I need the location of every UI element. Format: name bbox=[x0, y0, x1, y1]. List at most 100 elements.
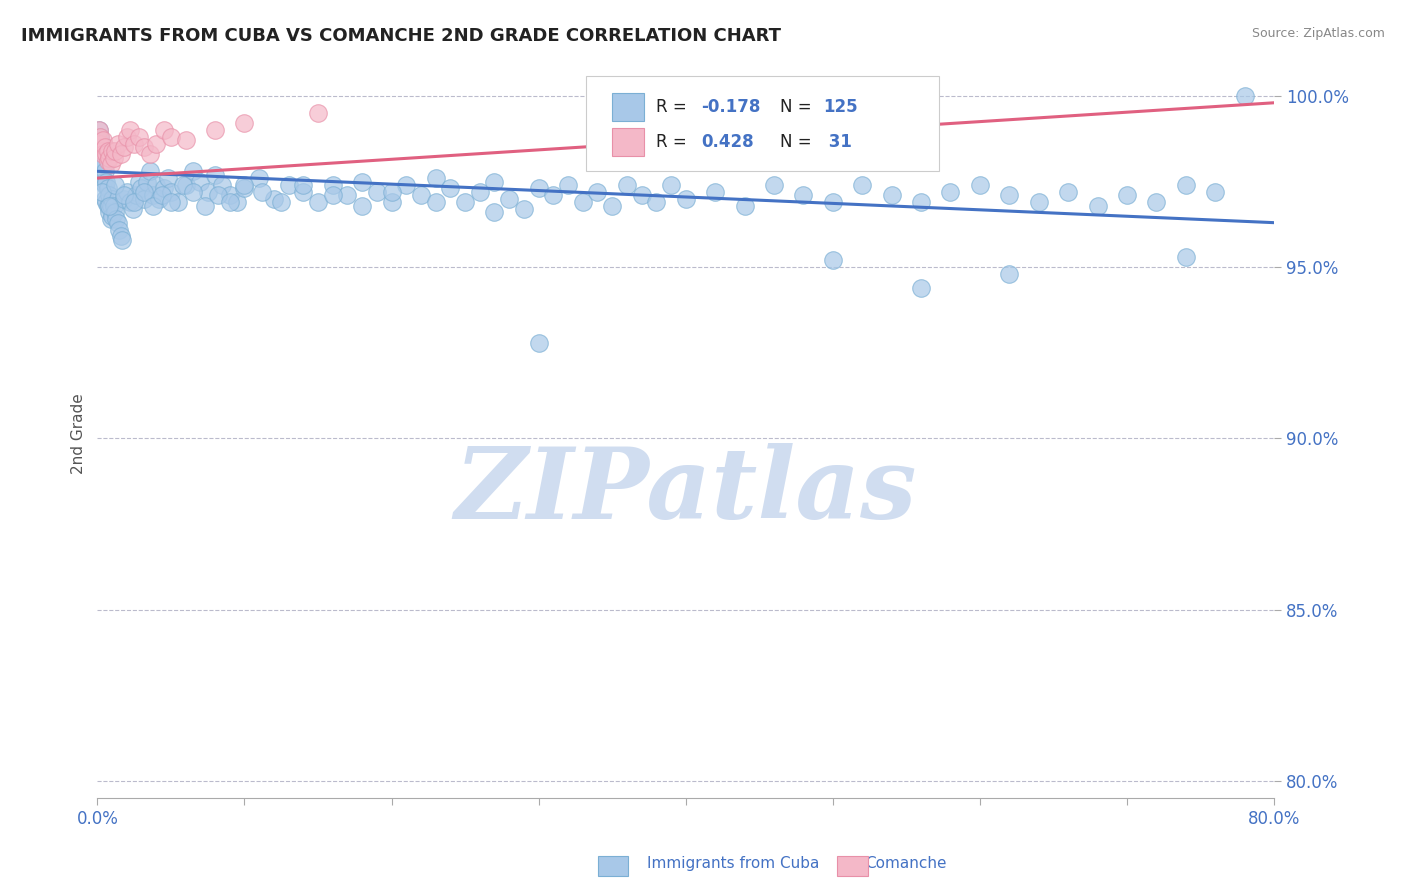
Point bbox=[454, 195, 477, 210]
Point bbox=[128, 175, 150, 189]
Point bbox=[380, 195, 402, 210]
Point bbox=[336, 188, 359, 202]
Point bbox=[101, 209, 124, 223]
Point bbox=[851, 178, 873, 192]
Point bbox=[880, 188, 903, 202]
Point bbox=[97, 181, 120, 195]
Point bbox=[139, 164, 162, 178]
Point bbox=[1116, 188, 1139, 202]
Point bbox=[998, 267, 1021, 281]
Point bbox=[557, 178, 579, 192]
FancyBboxPatch shape bbox=[612, 94, 644, 121]
Point bbox=[122, 136, 145, 151]
Point bbox=[103, 198, 125, 212]
Point bbox=[484, 205, 506, 219]
Point bbox=[160, 195, 183, 210]
Point bbox=[103, 151, 125, 165]
Point bbox=[1028, 195, 1050, 210]
Point bbox=[425, 171, 447, 186]
Point bbox=[89, 136, 111, 151]
Text: R =: R = bbox=[657, 98, 692, 116]
Point bbox=[134, 192, 156, 206]
Point bbox=[439, 181, 461, 195]
Y-axis label: 2nd Grade: 2nd Grade bbox=[72, 393, 86, 474]
Point bbox=[110, 147, 132, 161]
Point bbox=[91, 147, 114, 161]
Point bbox=[659, 178, 682, 192]
Point bbox=[380, 185, 402, 199]
Point bbox=[96, 147, 118, 161]
Text: Immigrants from Cuba: Immigrants from Cuba bbox=[647, 856, 820, 871]
Point bbox=[226, 195, 249, 210]
Point bbox=[89, 130, 111, 145]
Text: Comanche: Comanche bbox=[865, 856, 946, 871]
Text: 0.428: 0.428 bbox=[702, 133, 754, 152]
Point bbox=[160, 185, 183, 199]
Point bbox=[821, 195, 844, 210]
Point bbox=[93, 140, 115, 154]
Point bbox=[98, 198, 121, 212]
Point bbox=[910, 195, 932, 210]
Point bbox=[998, 188, 1021, 202]
Point bbox=[734, 198, 756, 212]
Point bbox=[292, 178, 315, 192]
Point bbox=[156, 171, 179, 186]
Point bbox=[87, 144, 110, 158]
Point bbox=[148, 192, 170, 206]
Point bbox=[128, 130, 150, 145]
Point bbox=[233, 116, 256, 130]
Point bbox=[1233, 89, 1256, 103]
Point bbox=[136, 175, 159, 189]
Point bbox=[821, 253, 844, 268]
Point bbox=[352, 198, 374, 212]
Point bbox=[97, 154, 120, 169]
Point bbox=[218, 188, 240, 202]
Point bbox=[513, 202, 536, 216]
Point bbox=[142, 188, 165, 202]
Point bbox=[527, 181, 550, 195]
Point bbox=[1204, 185, 1226, 199]
Point bbox=[292, 185, 315, 199]
Point bbox=[174, 178, 197, 192]
Point bbox=[93, 164, 115, 178]
Point bbox=[194, 198, 217, 212]
Point bbox=[160, 130, 183, 145]
Text: 125: 125 bbox=[824, 98, 858, 116]
Point bbox=[107, 136, 129, 151]
Point bbox=[112, 192, 135, 206]
Point bbox=[96, 175, 118, 189]
Point bbox=[630, 188, 652, 202]
Text: N =: N = bbox=[780, 98, 817, 116]
Text: -0.178: -0.178 bbox=[702, 98, 761, 116]
Point bbox=[207, 188, 229, 202]
Point bbox=[233, 181, 256, 195]
Point bbox=[152, 123, 174, 137]
Point bbox=[134, 140, 156, 154]
Point bbox=[1174, 178, 1197, 192]
Point bbox=[93, 178, 115, 192]
Text: N =: N = bbox=[780, 133, 817, 152]
Point bbox=[204, 123, 226, 137]
Point bbox=[250, 185, 273, 199]
Point bbox=[352, 175, 374, 189]
Point bbox=[425, 195, 447, 210]
Point bbox=[939, 185, 962, 199]
Point bbox=[1087, 198, 1109, 212]
Point bbox=[110, 229, 132, 244]
Point bbox=[792, 188, 814, 202]
Point bbox=[87, 123, 110, 137]
Point bbox=[107, 216, 129, 230]
Point bbox=[969, 178, 991, 192]
Point bbox=[543, 188, 565, 202]
Text: ZIPatlas: ZIPatlas bbox=[454, 443, 917, 540]
FancyBboxPatch shape bbox=[612, 128, 644, 156]
Point bbox=[571, 195, 593, 210]
Point bbox=[142, 198, 165, 212]
Point bbox=[112, 188, 135, 202]
Point bbox=[134, 185, 156, 199]
Point bbox=[152, 181, 174, 195]
Point bbox=[307, 106, 329, 120]
Point bbox=[645, 195, 668, 210]
Point bbox=[498, 192, 520, 206]
Point bbox=[395, 178, 418, 192]
